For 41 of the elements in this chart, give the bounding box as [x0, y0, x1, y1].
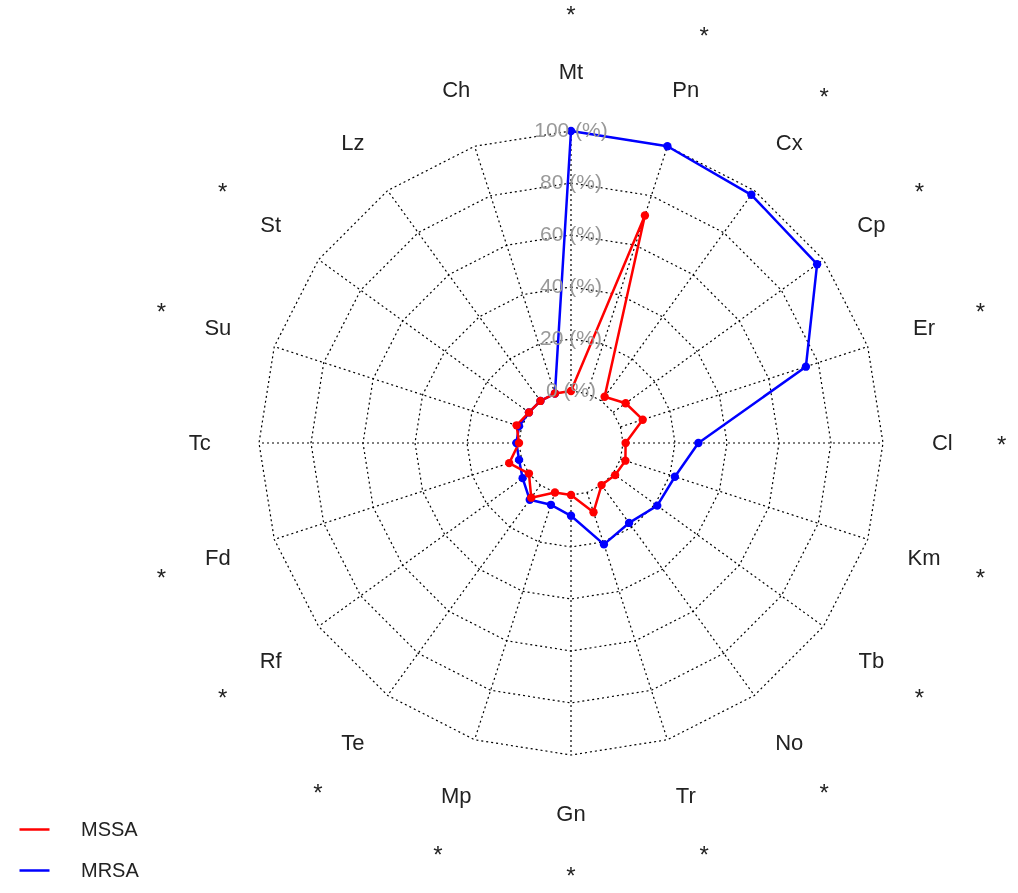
text: *: [566, 0, 576, 28]
spoke-label: Cl: [931, 430, 953, 455]
spoke-label: Te: [341, 730, 365, 756]
legend-label: MSSA: [81, 817, 139, 840]
spoke-label: Pn: [672, 76, 700, 102]
text: *: [566, 861, 576, 889]
spoke-label: Ch: [442, 76, 471, 102]
text: *: [218, 178, 228, 206]
text: *: [156, 298, 167, 326]
spoke-label: Lz: [341, 129, 365, 155]
spoke-label: Er: [913, 315, 936, 341]
y-tick-label: 60 (%): [540, 222, 602, 245]
spoke-label: Tb: [858, 648, 885, 674]
spoke-label: Su: [204, 315, 232, 341]
spoke-label: No: [775, 730, 804, 756]
text: *: [975, 298, 986, 326]
spoke-label: Mt: [558, 58, 584, 84]
text: *: [156, 564, 167, 592]
spoke-label: Cp: [857, 211, 886, 237]
text: *: [819, 779, 829, 807]
text: *: [433, 840, 443, 868]
legend-label: MRSA: [81, 858, 140, 881]
spoke-label: Mp: [440, 783, 472, 809]
spoke-label: Rf: [259, 648, 283, 674]
spoke-label: Km: [907, 544, 941, 570]
spoke-label: Cx: [775, 129, 803, 155]
text: *: [699, 840, 709, 868]
text: *: [914, 684, 924, 712]
text: *: [914, 178, 924, 206]
text: *: [996, 431, 1007, 459]
text: *: [313, 779, 323, 807]
spoke-label: Fd: [205, 544, 231, 570]
spoke-label: Gn: [556, 801, 586, 827]
spoke-label: Tr: [675, 783, 696, 809]
text: *: [699, 21, 709, 49]
text: *: [819, 82, 829, 110]
text: *: [975, 564, 986, 592]
spoke-label: Tc: [188, 430, 211, 455]
spoke-label: St: [260, 211, 282, 237]
y-tick-label: 80 (%): [540, 170, 602, 193]
text: *: [218, 684, 228, 712]
